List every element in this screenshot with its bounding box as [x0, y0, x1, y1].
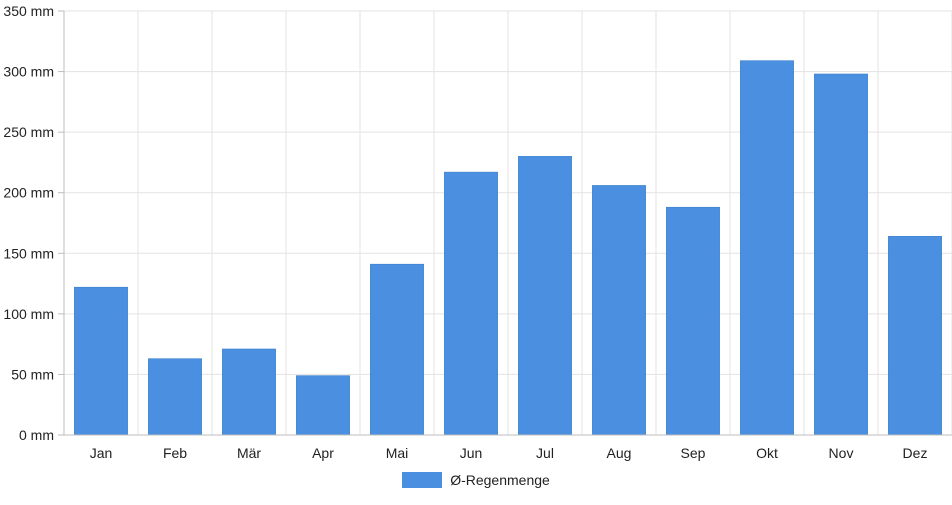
bar-jan[interactable] [74, 286, 128, 436]
x-tick-label: Nov [829, 445, 854, 461]
bar-nov[interactable] [814, 73, 868, 436]
bar-dez[interactable] [888, 236, 942, 436]
y-tick-label: 0 mm [19, 427, 54, 443]
axes [58, 10, 952, 436]
bar-mär[interactable] [222, 348, 276, 436]
y-axis-tick-labels: 0 mm 50 mm 100 mm 150 mm 200 mm 250 mm 300 mm 3… [3, 3, 54, 443]
bar-mai[interactable] [370, 263, 424, 436]
x-tick-label: Sep [681, 445, 706, 461]
y-tick-label: 50 mm [11, 366, 54, 382]
x-tick-label: Dez [903, 445, 928, 461]
x-tick-label: Jun [460, 445, 483, 461]
y-tick-label: 200 mm [3, 185, 54, 201]
x-tick-label: Aug [607, 445, 632, 461]
grid-lines [64, 10, 952, 435]
y-tick-label: 100 mm [3, 306, 54, 322]
bar-feb[interactable] [148, 358, 202, 436]
x-tick-label: Jan [90, 445, 113, 461]
x-tick-label: Okt [756, 445, 778, 461]
bar-sep[interactable] [666, 206, 720, 436]
y-tick-label: 150 mm [3, 245, 54, 261]
x-tick-label: Mär [237, 445, 261, 461]
legend-swatch [402, 472, 443, 488]
x-tick-label: Apr [312, 445, 334, 461]
x-tick-label: Mai [386, 445, 409, 461]
y-tick-label: 250 mm [3, 124, 54, 140]
x-tick-label: Feb [163, 445, 187, 461]
bar-jun[interactable] [444, 171, 498, 436]
x-axis-tick-labels: Jan Feb Mär Apr Mai Jun Jul Aug Sep Okt Nov Dez [90, 445, 928, 461]
legend[interactable]: Ø-Regenmenge [0, 472, 952, 488]
y-tick-label: 300 mm [3, 64, 54, 80]
bar-jul[interactable] [518, 156, 572, 436]
legend-label: Ø-Regenmenge [450, 472, 550, 488]
x-tick-label: Jul [536, 445, 554, 461]
bar-okt[interactable] [740, 60, 794, 436]
bars [74, 60, 942, 436]
bar-aug[interactable] [592, 185, 646, 436]
bar-apr[interactable] [296, 375, 350, 436]
y-tick-label: 350 mm [3, 3, 54, 19]
